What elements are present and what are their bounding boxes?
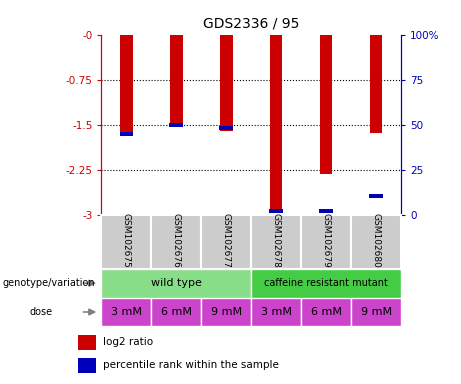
Bar xyxy=(151,215,201,269)
Text: 9 mM: 9 mM xyxy=(211,307,242,317)
Bar xyxy=(101,298,151,326)
Text: 3 mM: 3 mM xyxy=(111,307,142,317)
Bar xyxy=(351,215,401,269)
Bar xyxy=(78,358,95,372)
Text: 3 mM: 3 mM xyxy=(261,307,292,317)
Bar xyxy=(101,215,151,269)
Bar xyxy=(220,35,232,131)
Bar xyxy=(269,209,283,213)
Text: GSM102678: GSM102678 xyxy=(272,214,281,268)
Bar xyxy=(270,35,283,213)
Bar xyxy=(251,269,401,298)
Bar xyxy=(370,35,382,132)
Bar xyxy=(319,209,333,213)
Text: GSM102680: GSM102680 xyxy=(372,214,381,268)
Text: GSM102676: GSM102676 xyxy=(172,214,181,268)
Bar xyxy=(120,35,133,136)
Text: percentile rank within the sample: percentile rank within the sample xyxy=(102,360,278,370)
Text: caffeine resistant mutant: caffeine resistant mutant xyxy=(264,278,388,288)
Bar xyxy=(151,298,201,326)
Bar xyxy=(78,335,95,349)
Text: GSM102677: GSM102677 xyxy=(222,214,231,268)
Text: GSM102679: GSM102679 xyxy=(322,214,331,268)
Bar xyxy=(351,298,401,326)
Bar xyxy=(369,194,383,198)
Bar xyxy=(301,298,351,326)
Bar xyxy=(219,126,233,130)
Bar xyxy=(201,298,251,326)
Bar xyxy=(170,123,183,127)
Text: 9 mM: 9 mM xyxy=(361,307,392,317)
Text: wild type: wild type xyxy=(151,278,202,288)
Text: log2 ratio: log2 ratio xyxy=(102,337,153,347)
Bar xyxy=(170,35,183,126)
Text: GSM102675: GSM102675 xyxy=(122,214,131,268)
Bar xyxy=(101,269,251,298)
Text: dose: dose xyxy=(30,307,53,317)
Bar xyxy=(251,298,301,326)
Text: 6 mM: 6 mM xyxy=(311,307,342,317)
Text: genotype/variation: genotype/variation xyxy=(2,278,95,288)
Bar xyxy=(301,215,351,269)
Bar xyxy=(119,132,133,136)
Bar xyxy=(201,215,251,269)
Bar xyxy=(320,35,332,174)
Bar xyxy=(251,215,301,269)
Title: GDS2336 / 95: GDS2336 / 95 xyxy=(203,17,300,31)
Text: 6 mM: 6 mM xyxy=(161,307,192,317)
